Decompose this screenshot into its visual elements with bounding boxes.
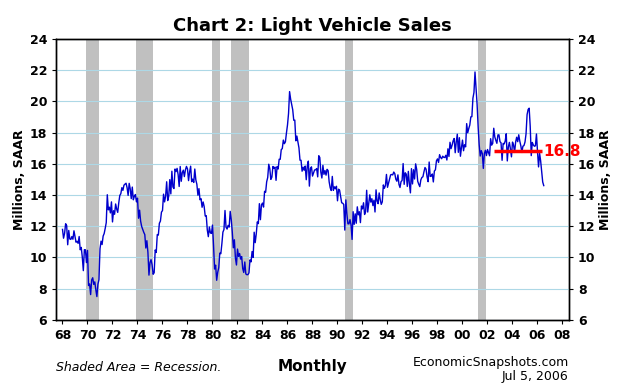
Y-axis label: Millions, SAAR: Millions, SAAR [12, 129, 26, 230]
Text: Jul 5, 2006: Jul 5, 2006 [502, 370, 569, 383]
Bar [231, 39, 249, 320]
Bar [86, 39, 99, 320]
Text: 16.8: 16.8 [544, 144, 581, 159]
Bar [345, 39, 353, 320]
Text: Monthly: Monthly [278, 360, 348, 374]
Title: Chart 2: Light Vehicle Sales: Chart 2: Light Vehicle Sales [173, 17, 452, 35]
Bar [213, 39, 220, 320]
Bar [478, 39, 486, 320]
Text: EconomicSnapshots.com: EconomicSnapshots.com [412, 356, 569, 369]
Text: Shaded Area = Recession.: Shaded Area = Recession. [56, 362, 222, 374]
Y-axis label: Millions, SAAR: Millions, SAAR [599, 129, 612, 230]
Bar [136, 39, 153, 320]
